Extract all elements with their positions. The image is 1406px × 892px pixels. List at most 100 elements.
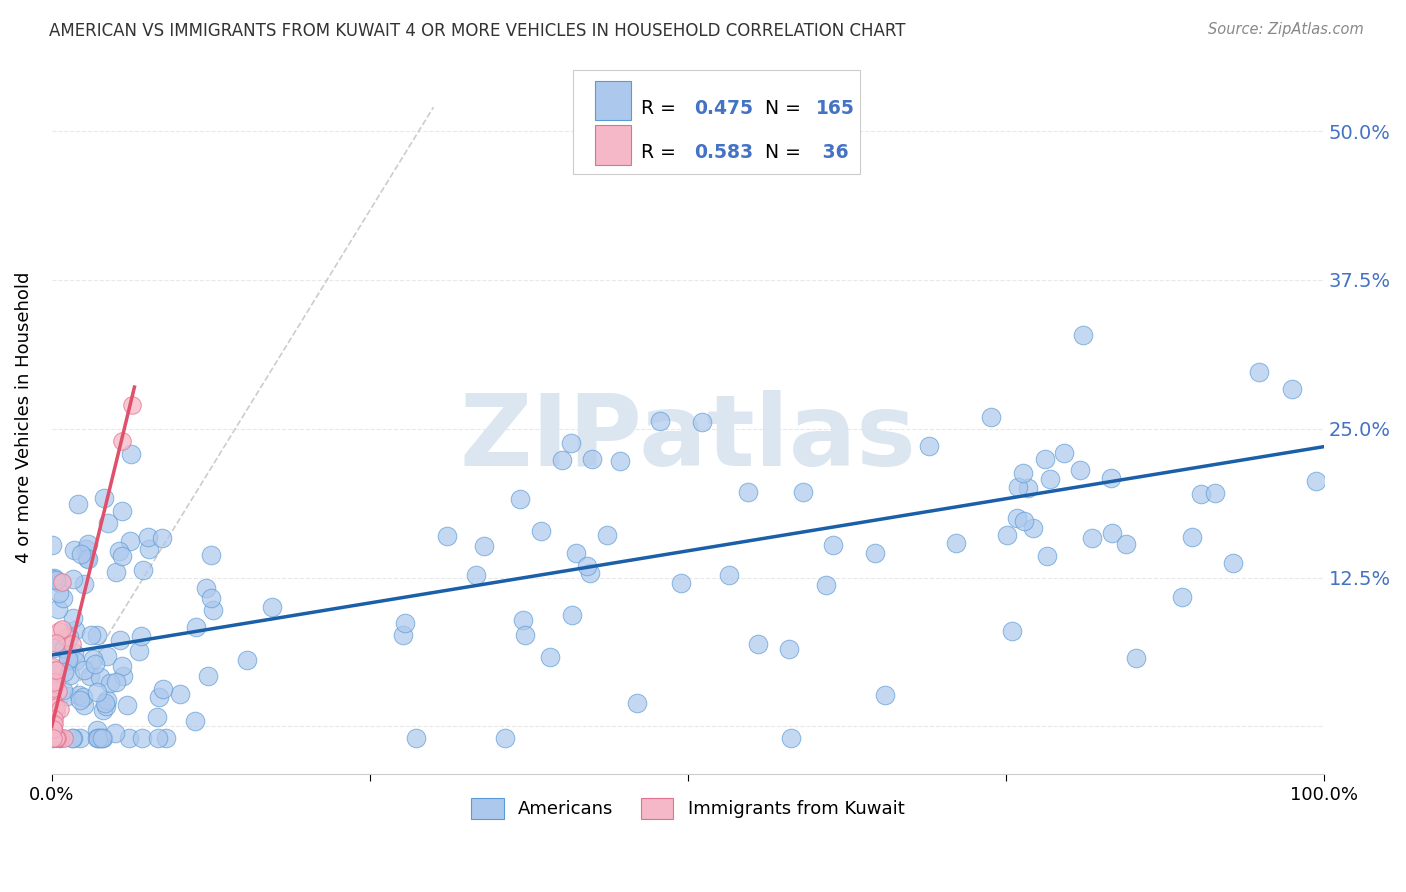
- Point: [1012, 515, 1035, 529]
- Point: [55, 630, 77, 644]
- Text: 36: 36: [817, 144, 849, 162]
- Point: [96, 698, 118, 713]
- Point: [45, 663, 67, 677]
- Point: [1101, 525, 1123, 540]
- Point: [58, 647, 80, 661]
- Point: [42, 712, 65, 726]
- Point: [46, 731, 69, 746]
- Point: [1305, 474, 1327, 488]
- Point: [1099, 470, 1122, 484]
- Point: [80, 628, 103, 642]
- Point: [70, 547, 93, 561]
- Point: [1007, 480, 1029, 494]
- Point: [41, 538, 63, 552]
- Point: [200, 549, 222, 563]
- Point: [59, 668, 82, 682]
- Point: [579, 566, 602, 580]
- Point: [46, 731, 69, 746]
- Point: [41, 572, 63, 586]
- Point: [77, 537, 100, 551]
- Point: [1001, 624, 1024, 638]
- Point: [104, 565, 127, 579]
- Point: [626, 696, 648, 710]
- Point: [75, 541, 97, 556]
- Point: [42, 731, 65, 746]
- Point: [184, 620, 207, 634]
- FancyBboxPatch shape: [595, 125, 631, 164]
- Point: [472, 539, 495, 553]
- Point: [1171, 590, 1194, 604]
- Point: [56, 690, 79, 704]
- Point: [48, 624, 70, 638]
- Point: [87, 731, 110, 746]
- Point: [41, 731, 63, 746]
- Point: [91, 703, 114, 717]
- Point: [62, 611, 84, 625]
- Point: [63, 543, 86, 558]
- Point: [105, 675, 128, 690]
- Point: [89, 670, 111, 684]
- Point: [69, 731, 91, 746]
- Point: [494, 731, 516, 746]
- Point: [111, 659, 134, 673]
- Point: [576, 558, 599, 573]
- Point: [49, 576, 72, 591]
- Point: [45, 665, 67, 680]
- Point: [121, 398, 143, 412]
- Point: [111, 434, 134, 448]
- Point: [671, 576, 693, 591]
- Point: [63, 654, 86, 668]
- Point: [873, 689, 896, 703]
- Point: [53, 641, 76, 656]
- Text: 0.475: 0.475: [695, 99, 754, 118]
- Point: [146, 709, 169, 723]
- Point: [89, 731, 111, 746]
- Point: [136, 530, 159, 544]
- Point: [596, 528, 619, 542]
- Point: [107, 544, 129, 558]
- Point: [195, 581, 218, 595]
- Point: [41, 731, 63, 746]
- Point: [792, 484, 814, 499]
- Point: [45, 731, 67, 746]
- Point: [465, 568, 488, 582]
- Point: [91, 731, 114, 746]
- Point: [73, 576, 96, 591]
- Point: [45, 674, 67, 689]
- Point: [131, 731, 153, 746]
- Text: ZIPatlas: ZIPatlas: [460, 390, 917, 487]
- Point: [86, 723, 108, 738]
- Point: [436, 528, 458, 542]
- Point: [1012, 466, 1035, 480]
- Point: [42, 571, 65, 585]
- Point: [86, 685, 108, 699]
- Point: [1035, 451, 1057, 466]
- Point: [94, 696, 117, 710]
- Point: [108, 633, 131, 648]
- Text: N =: N =: [765, 99, 807, 118]
- Point: [1053, 446, 1076, 460]
- Point: [62, 573, 84, 587]
- Point: [53, 731, 76, 746]
- Text: 165: 165: [817, 99, 855, 118]
- Point: [1181, 530, 1204, 544]
- Point: [648, 414, 671, 428]
- Point: [512, 613, 534, 627]
- FancyBboxPatch shape: [595, 81, 631, 120]
- FancyBboxPatch shape: [574, 70, 859, 174]
- Point: [146, 731, 169, 746]
- Point: [394, 616, 416, 631]
- Point: [1222, 556, 1244, 570]
- Point: [120, 447, 142, 461]
- Point: [917, 439, 939, 453]
- Point: [1022, 521, 1045, 535]
- Point: [44, 663, 66, 677]
- Point: [42, 722, 65, 736]
- Point: [97, 516, 120, 530]
- Point: [169, 687, 191, 701]
- Point: [45, 731, 67, 746]
- Text: Source: ZipAtlas.com: Source: ZipAtlas.com: [1208, 22, 1364, 37]
- Point: [45, 731, 67, 746]
- Point: [52, 591, 75, 606]
- Point: [184, 714, 207, 728]
